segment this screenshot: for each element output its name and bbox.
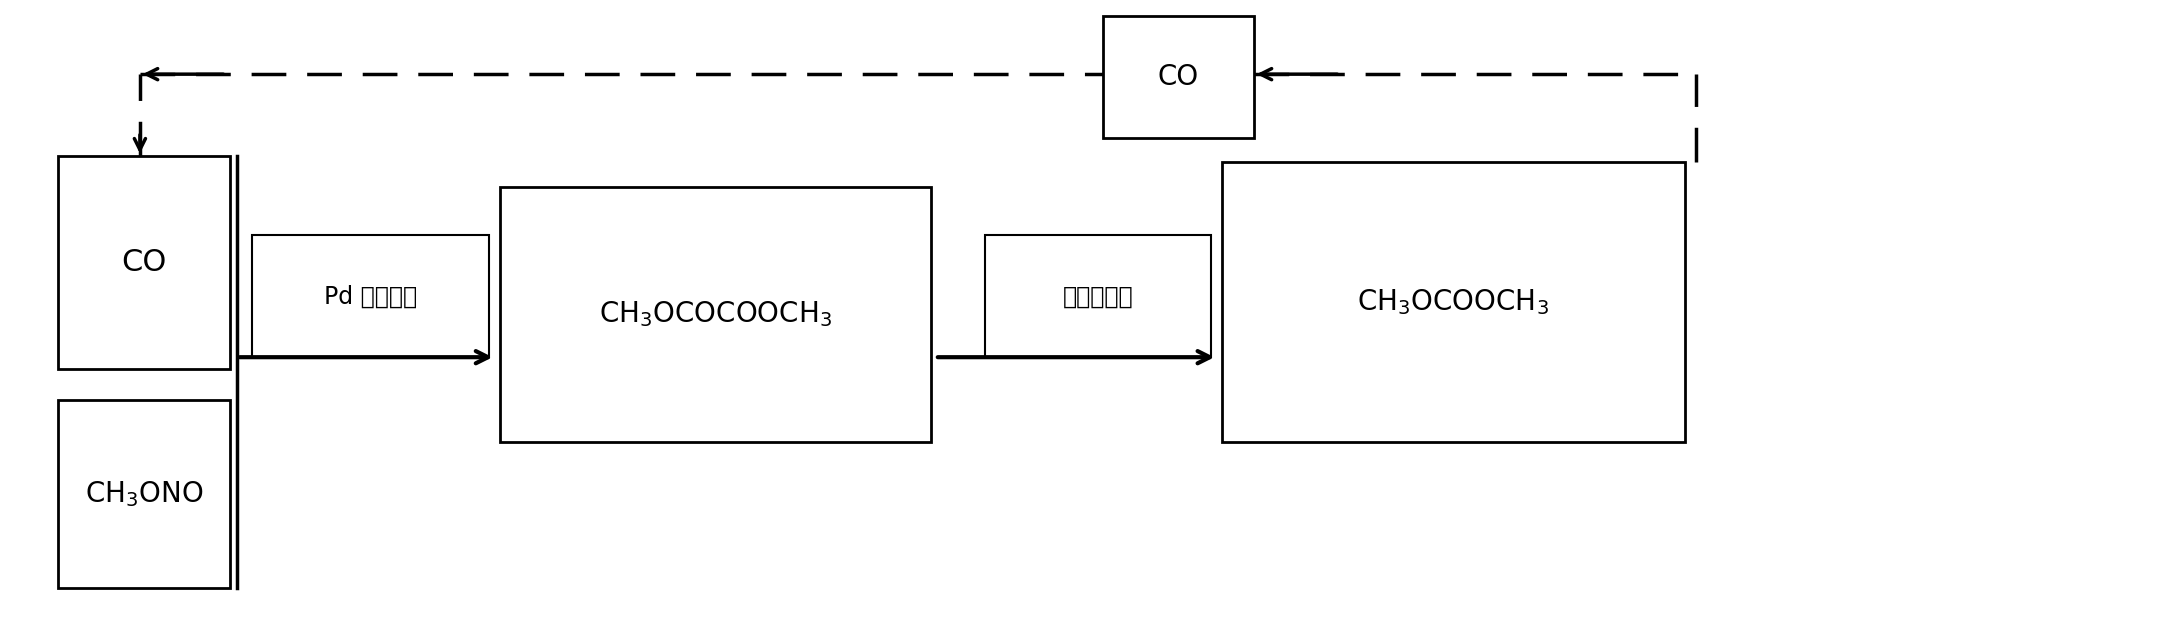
Text: CH$_3$ONO: CH$_3$ONO	[84, 479, 203, 509]
Text: CH$_3$OCOOCH$_3$: CH$_3$OCOOCH$_3$	[1356, 288, 1549, 317]
Text: CH$_3$OCOCOOCH$_3$: CH$_3$OCOCOOCH$_3$	[599, 300, 833, 329]
Bar	[58, 156, 231, 370]
Bar	[1103, 16, 1255, 138]
Bar	[58, 400, 231, 589]
Text: CO: CO	[1157, 63, 1198, 91]
Text: Pd 系催化剂: Pd 系催化剂	[324, 284, 417, 308]
Text: CO: CO	[121, 249, 167, 278]
Bar	[251, 236, 489, 357]
Bar	[984, 236, 1211, 357]
Bar	[1222, 162, 1685, 442]
Text: 脱羰催化剂: 脱羰催化剂	[1062, 284, 1133, 308]
Bar	[500, 187, 930, 442]
